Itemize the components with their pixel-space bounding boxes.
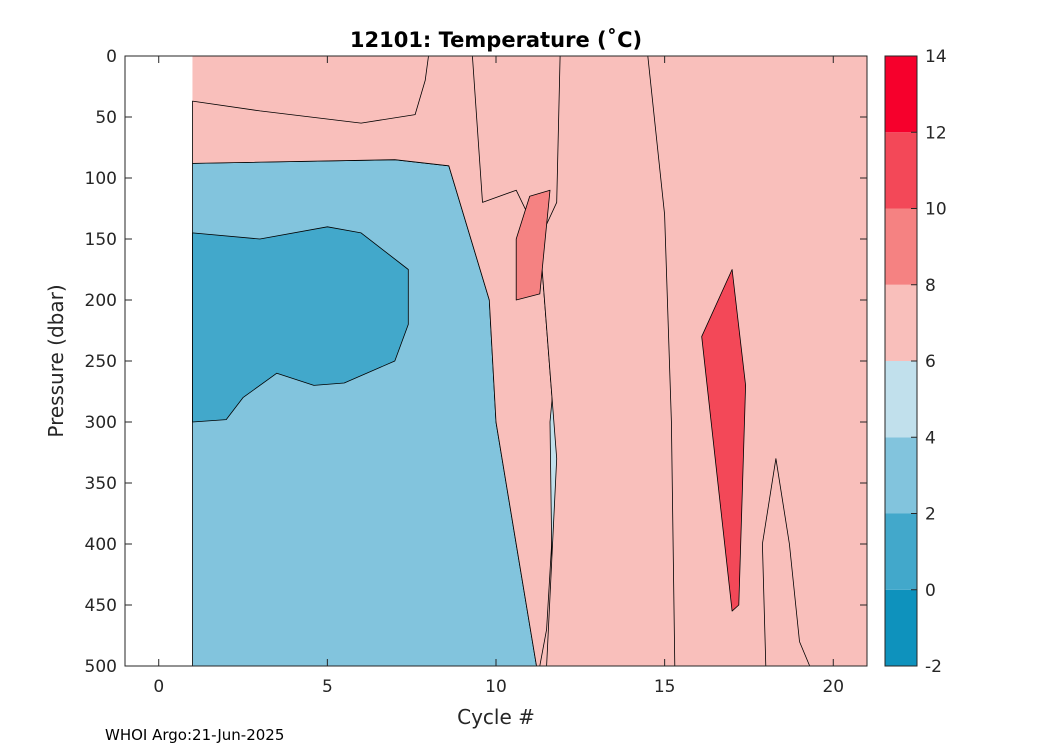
colorbar-tick-label: -2 <box>925 657 942 677</box>
y-tick-label: 500 <box>85 657 117 677</box>
colorbar-band <box>885 361 917 438</box>
contour-region-warm-tongue <box>515 189 551 301</box>
colorbar-tick-label: 12 <box>925 123 947 143</box>
contour-region-cold-core-west <box>192 226 409 423</box>
y-tick-label: 100 <box>85 169 117 189</box>
y-tick-label: 250 <box>85 352 117 372</box>
colorbar-band <box>885 208 917 285</box>
y-tick-label: 350 <box>85 474 117 494</box>
contour-regions <box>192 56 811 666</box>
contour-region-warm-core <box>701 269 746 612</box>
colorbar-ticks: -2 0 2 4 6 8 10 12 14 <box>911 47 947 677</box>
contour-fill-layer <box>192 56 867 666</box>
y-tick-label: 150 <box>85 230 117 250</box>
x-tick-label: 10 <box>485 677 507 697</box>
x-axis-ticks: 0 5 10 15 20 <box>153 56 844 697</box>
y-tick-label: 200 <box>85 291 117 311</box>
colorbar-band <box>885 437 917 514</box>
x-axis-label: Cycle # <box>457 705 535 729</box>
colorbar <box>885 56 917 666</box>
colorbar-band <box>885 56 917 133</box>
y-tick-label: 50 <box>95 108 117 128</box>
y-tick-label: 0 <box>106 47 117 67</box>
contour-region-mid-cool-band <box>539 56 676 666</box>
colorbar-band <box>885 589 917 666</box>
x-tick-label: 20 <box>822 677 844 697</box>
y-tick-label: 300 <box>85 413 117 433</box>
colorbar-tick-label: 0 <box>925 581 936 601</box>
y-tick-label: 450 <box>85 596 117 616</box>
colorbar-band <box>885 513 917 590</box>
chart-title: 12101: Temperature (˚C) <box>350 28 642 52</box>
x-tick-label: 5 <box>322 677 333 697</box>
colorbar-tick-label: 4 <box>925 428 936 448</box>
colorbar-tick-label: 8 <box>925 276 936 296</box>
x-tick-label: 0 <box>153 677 164 697</box>
colorbar-band <box>885 132 917 209</box>
y-tick-label: 400 <box>85 535 117 555</box>
colorbar-tick-label: 2 <box>925 505 936 525</box>
footer-credit: WHOI Argo:21-Jun-2025 <box>105 726 284 744</box>
y-axis-ticks: 0 50 100 150 200 250 300 350 400 450 500 <box>85 47 867 677</box>
colorbar-tick-label: 6 <box>925 352 936 372</box>
colorbar-band <box>885 284 917 361</box>
colorbar-tick-label: 14 <box>925 47 947 67</box>
colorbar-tick-label: 10 <box>925 200 947 220</box>
x-tick-label: 15 <box>654 677 676 697</box>
y-axis-label: Pressure (dbar) <box>44 284 68 437</box>
contour-region-cool-intrusion-east <box>762 458 811 666</box>
